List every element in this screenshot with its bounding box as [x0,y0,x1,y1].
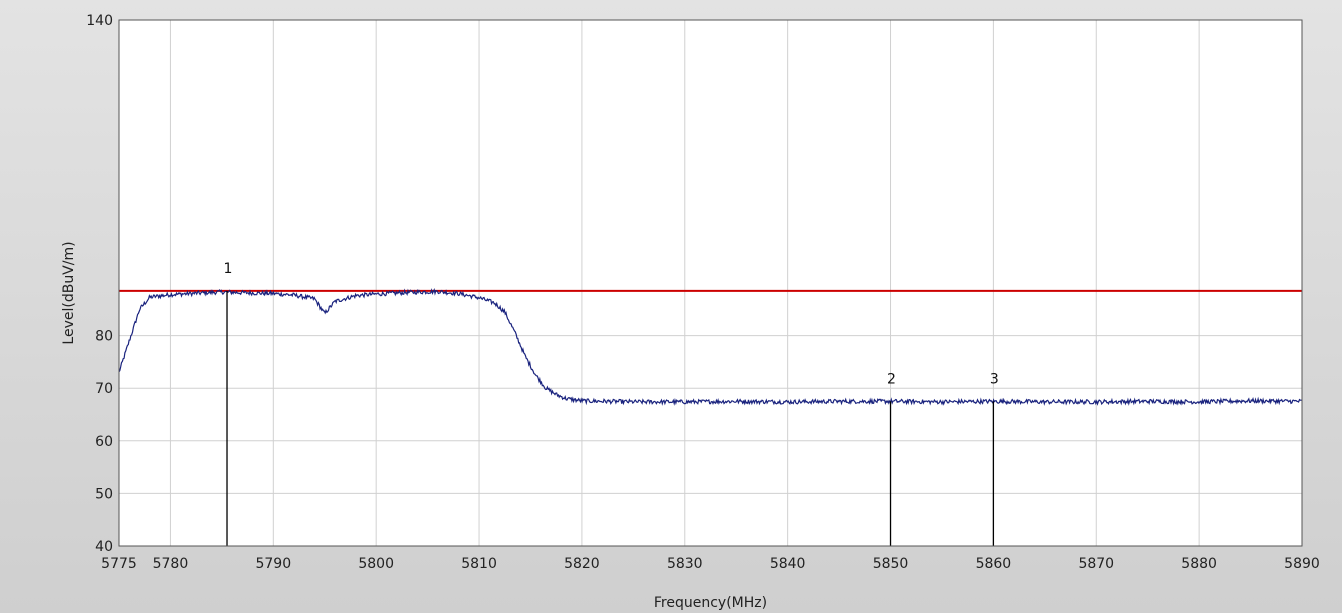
y-tick-label: 60 [95,434,113,450]
y-tick-label: 80 [95,329,113,345]
x-tick-label: 5800 [358,556,394,572]
plot-area [119,20,1302,546]
x-axis-title: Frequency(MHz) [654,595,767,611]
x-tick-label: 5860 [976,556,1012,572]
measurement-trace [118,288,1302,406]
x-tick-label: 5890 [1284,556,1320,572]
x-tick-label: 5840 [770,556,806,572]
x-tick-label: 5880 [1181,556,1217,572]
y-tick-label: 70 [95,381,113,397]
y-axis-title: Level(dBuV/m) [61,241,77,344]
y-tick-label: 50 [95,486,113,502]
y-tick-label: 140 [86,13,113,29]
tick-labels: 5775 5780 5790 5800 5810 5820 5830 5840 5850 5860… [86,13,1320,572]
x-tick-label: 5780 [153,556,189,572]
marker-label: 2 [887,371,896,387]
x-tick-label: 5790 [255,556,291,572]
markers-group: 1 2 3 [224,261,999,546]
x-tick-label: 5810 [461,556,497,572]
x-tick-label: 5870 [1078,556,1114,572]
x-tick-label: 5850 [873,556,909,572]
grid-lines [119,20,1302,546]
x-tick-label: 5830 [667,556,703,572]
trace-group [118,288,1302,406]
marker-label: 1 [224,261,233,277]
x-tick-label: 5775 [101,556,137,572]
marker-label: 3 [990,371,999,387]
x-tick-label: 5820 [564,556,600,572]
y-tick-label: 40 [95,539,113,555]
plot-border [118,19,1303,547]
